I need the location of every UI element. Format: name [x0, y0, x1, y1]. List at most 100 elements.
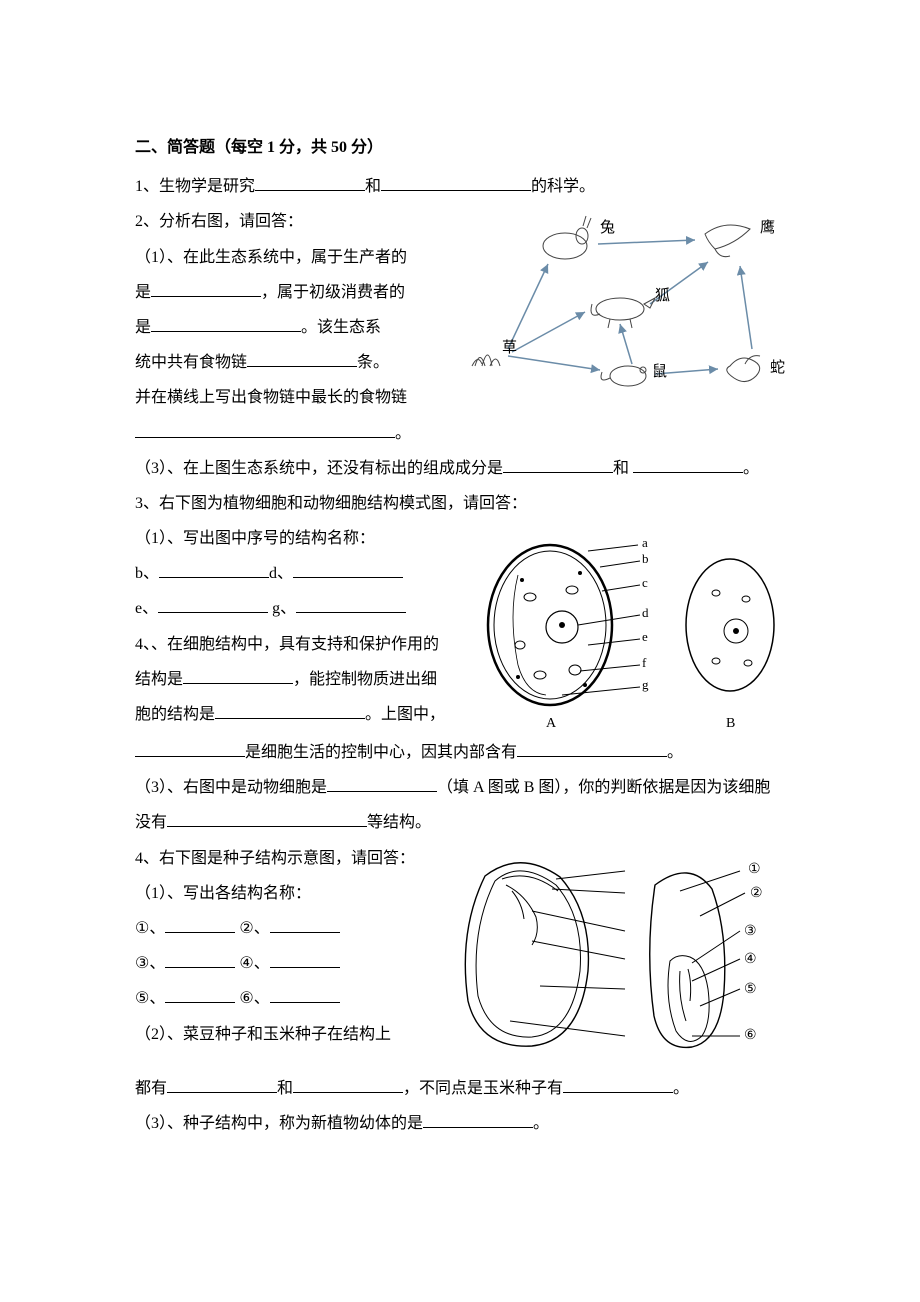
q3-blank-lack — [167, 811, 367, 827]
q2-p2c: 。 — [743, 460, 759, 477]
fox-label: 狐 — [655, 287, 670, 304]
q3-blank-nucleus — [135, 741, 245, 757]
rabbit-icon: 兔 — [543, 216, 615, 259]
q3-p3d: 等结构。 — [367, 814, 431, 831]
cell-diagram: a b c d e f g A B — [470, 525, 790, 735]
seed-label-3: ③ — [744, 924, 757, 939]
label-b: b — [642, 551, 649, 566]
q3-lg: g、 — [268, 600, 296, 617]
q1-blank-2 — [381, 175, 531, 191]
question-2: 兔 鹰 狐 草 鼠 — [135, 204, 790, 486]
q2-p2b: 和 — [613, 460, 633, 477]
q2-blank-consumer — [151, 316, 301, 332]
q3-lb: b、 — [135, 565, 159, 582]
q4-p3b: 。 — [533, 1115, 549, 1132]
q4-blank-3 — [165, 952, 235, 968]
label-g: g — [642, 677, 649, 692]
q1-prefix: 1、生物学是研究 — [135, 178, 255, 195]
label-c: c — [642, 575, 648, 590]
mouse-icon: 鼠 — [601, 363, 667, 386]
q4-l2: ②、 — [235, 920, 269, 937]
q4-l4: ④、 — [235, 955, 269, 972]
question-4: ① ② ③ ④ ⑤ ⑥ 4、右下图是种子结构示意图，请回答： （1）、写出各结构… — [135, 841, 790, 1141]
q3-blank-b — [159, 562, 269, 578]
q2-blank-comp1 — [503, 457, 613, 473]
section-header: 二、简答题（每空 1 分，共 50 分） — [135, 130, 790, 165]
q3-blank-support — [183, 668, 293, 684]
q4-blank-corn — [563, 1077, 673, 1093]
label-A: A — [546, 716, 557, 731]
q3-p2f: 是细胞生活的控制中心，因其内部含有 — [245, 744, 517, 761]
q4-blank-1 — [165, 917, 235, 933]
q4-l3: ③、 — [135, 955, 165, 972]
q2-p1i: 。 — [395, 425, 411, 442]
q3-p2c: ，能控制物质进出细 — [293, 671, 437, 688]
q4-blank-both2 — [293, 1077, 403, 1093]
seed-label-5: ⑤ — [744, 982, 757, 997]
q4-blank-4 — [270, 952, 340, 968]
seed-label-1: ① — [748, 862, 761, 877]
q1-blank-1 — [255, 175, 365, 191]
q4-p2e: 。 — [673, 1080, 689, 1097]
rabbit-label: 兔 — [600, 219, 615, 236]
label-e: e — [642, 629, 648, 644]
q4-l5: ⑤、 — [135, 990, 165, 1007]
seed-diagram: ① ② ③ ④ ⑤ ⑥ — [440, 841, 790, 1071]
q3-p2b: 结构是 — [135, 671, 183, 688]
q3-blank-e — [158, 597, 268, 613]
q3-blank-d — [293, 562, 403, 578]
question-1: 1、生物学是研究 和 的科学。 — [135, 169, 790, 204]
seed-label-4: ④ — [744, 952, 757, 967]
q4-blank-2 — [270, 917, 340, 933]
q3-p2e: 。上图中， — [365, 706, 445, 723]
mouse-label: 鼠 — [652, 363, 667, 380]
label-f: f — [642, 655, 647, 670]
q3-ld: d、 — [269, 565, 293, 582]
q2-p1g: 条。 — [357, 354, 389, 371]
label-d: d — [642, 605, 649, 620]
q2-p1d: 是 — [135, 319, 151, 336]
q3-blank-animal — [327, 776, 437, 792]
eagle-label: 鹰 — [760, 219, 775, 236]
eagle-icon: 鹰 — [705, 219, 775, 257]
q2-p1c: ，属于初级消费者的 — [261, 284, 405, 301]
q3-intro: 3、右下图为植物细胞和动物细胞结构模式图，请回答： — [135, 486, 790, 521]
q3-p3c: 没有 — [135, 814, 167, 831]
snake-label: 蛇 — [770, 359, 785, 376]
q4-blank-6 — [270, 987, 340, 1003]
q4-p3a: （3）、种子结构中，称为新植物幼体的是 — [135, 1115, 423, 1132]
q4-l1: ①、 — [135, 920, 165, 937]
grass-icon: 草 — [472, 339, 517, 366]
q2-blank-count — [247, 351, 357, 367]
q3-blank-dna — [517, 741, 667, 757]
q3-p2d: 胞的结构是 — [135, 706, 215, 723]
q2-blank-comp2 — [633, 457, 743, 473]
q4-blank-embryo — [423, 1112, 533, 1128]
q3-blank-membrane — [215, 703, 365, 719]
grass-label: 草 — [502, 339, 517, 356]
q1-mid: 和 — [365, 178, 381, 195]
q2-p1e: 。该生态系 — [301, 319, 381, 336]
label-a: a — [642, 535, 648, 550]
q1-suffix: 的科学。 — [531, 178, 595, 195]
q2-p1f: 统中共有食物链 — [135, 354, 247, 371]
question-3: 3、右下图为植物细胞和动物细胞结构模式图，请回答： — [135, 486, 790, 841]
q3-p3b: （填 A 图或 B 图），你的判断依据是因为该细胞 — [437, 779, 770, 796]
q2-blank-longest — [135, 422, 395, 438]
q4-p2c: 和 — [277, 1080, 293, 1097]
q4-blank-both1 — [167, 1077, 277, 1093]
seed-label-2: ② — [750, 886, 763, 901]
q3-le: e、 — [135, 600, 158, 617]
q2-blank-producer — [151, 281, 261, 297]
ecology-diagram: 兔 鹰 狐 草 鼠 — [460, 204, 790, 404]
label-B: B — [726, 716, 735, 731]
q3-p2g: 。 — [667, 744, 683, 761]
q2-p1b: 是 — [135, 284, 151, 301]
q3-blank-g — [296, 597, 406, 613]
q4-p2d: ，不同点是玉米种子有 — [403, 1080, 563, 1097]
q3-p3a: （3）、右图中是动物细胞是 — [135, 779, 327, 796]
q4-p2b: 都有 — [135, 1080, 167, 1097]
snake-icon: 蛇 — [727, 356, 785, 382]
q4-l6: ⑥、 — [235, 990, 269, 1007]
q2-p2a: （3）、在上图生态系统中，还没有标出的组成成分是 — [135, 460, 503, 477]
